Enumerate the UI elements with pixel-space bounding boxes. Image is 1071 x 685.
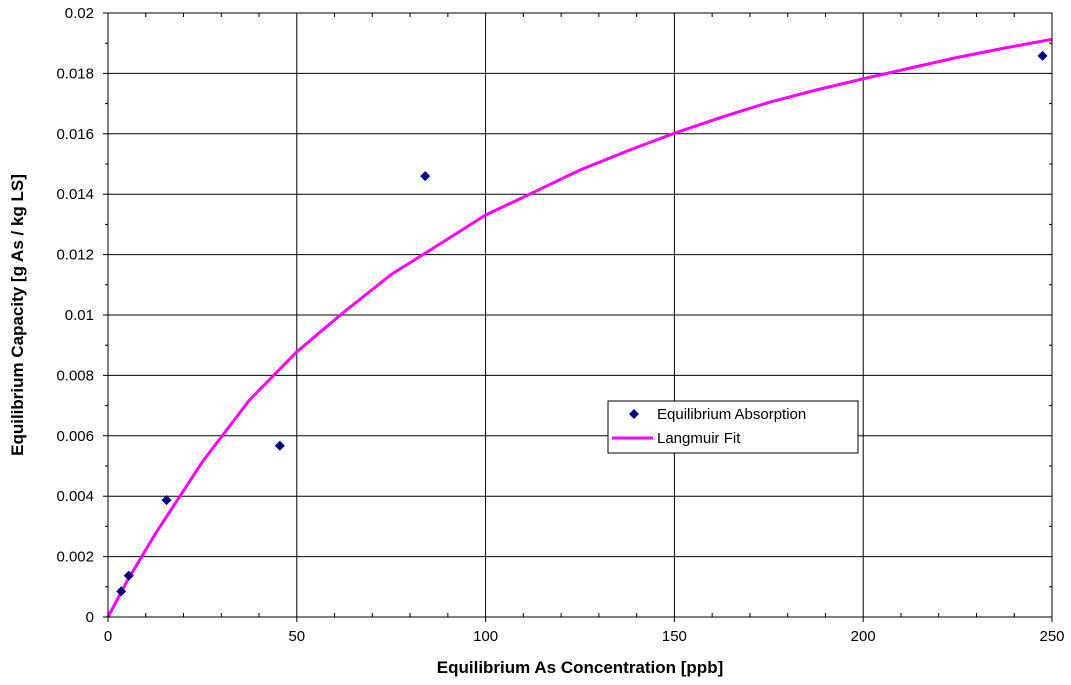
x-tick-label: 250 bbox=[1039, 628, 1064, 645]
y-tick-label: 0.014 bbox=[56, 186, 94, 203]
y-tick-label: 0.016 bbox=[56, 126, 94, 143]
y-axis-title: Equilibrium Capacity [g As / kg LS] bbox=[8, 174, 27, 456]
y-tick-label: 0.006 bbox=[56, 428, 94, 445]
y-tick-label: 0.002 bbox=[56, 549, 94, 566]
y-tick-label: 0 bbox=[86, 609, 94, 626]
y-tick-labels: 0 0.002 0.004 0.006 0.008 0.01 0.012 0.014 0.016… bbox=[56, 5, 94, 626]
y-tick-label: 0.004 bbox=[56, 488, 94, 505]
y-tick-label: 0.018 bbox=[56, 65, 94, 82]
y-tick-label: 0.02 bbox=[65, 5, 94, 22]
legend-label-equilibrium-absorption: Equilibrium Absorption bbox=[657, 406, 806, 423]
x-tick-label: 100 bbox=[473, 628, 498, 645]
x-tick-label: 0 bbox=[104, 628, 112, 645]
legend-label-langmuir-fit: Langmuir Fit bbox=[657, 430, 741, 447]
x-tick-labels: 0 50 100 150 200 250 bbox=[104, 628, 1065, 645]
y-tick-label: 0.008 bbox=[56, 367, 94, 384]
x-tick-label: 150 bbox=[662, 628, 687, 645]
legend: Equilibrium Absorption Langmuir Fit bbox=[608, 401, 858, 453]
x-tick-label: 200 bbox=[851, 628, 876, 645]
y-tick-label: 0.01 bbox=[65, 307, 94, 324]
x-tick-label: 50 bbox=[288, 628, 305, 645]
y-tick-label: 0.012 bbox=[56, 247, 94, 264]
x-axis-title: Equilibrium As Concentration [ppb] bbox=[437, 658, 723, 677]
